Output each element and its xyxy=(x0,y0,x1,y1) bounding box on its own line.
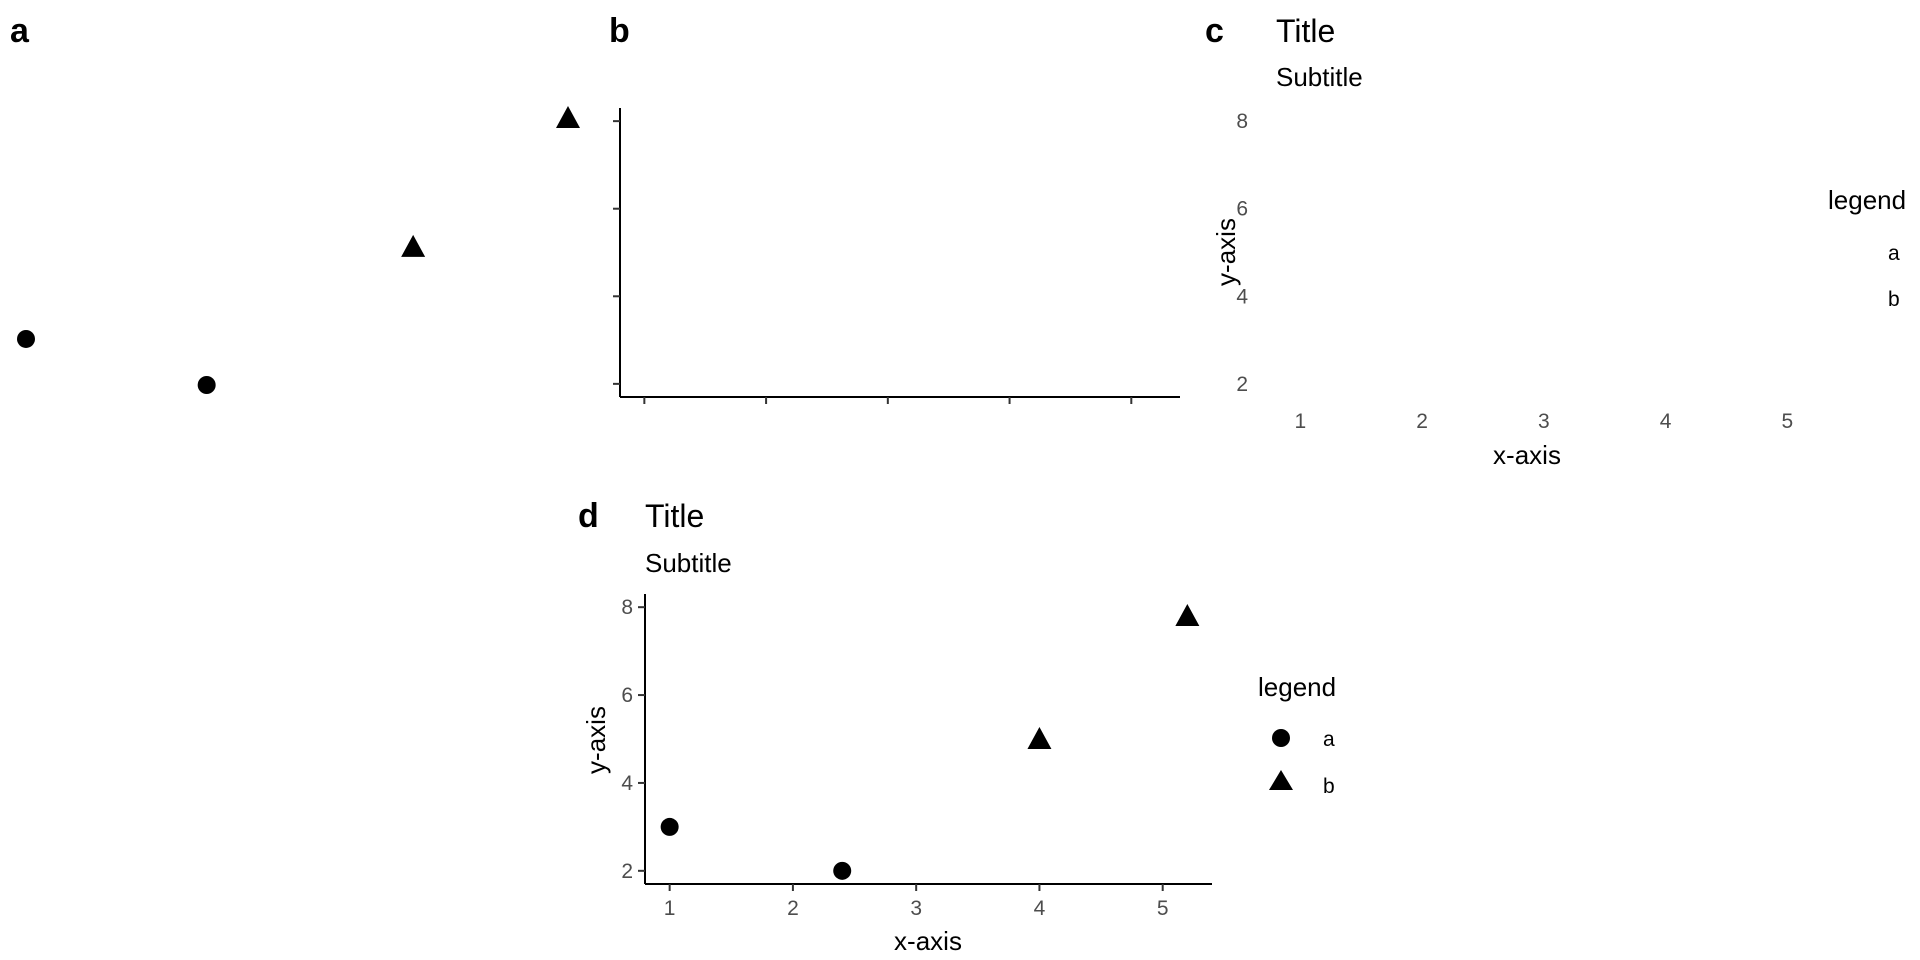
panel-c-y-tick-label: 2 xyxy=(1236,373,1248,396)
panel-tag-a: a xyxy=(10,12,30,50)
panel-c-legend-label-a: a xyxy=(1888,242,1900,265)
panel-a-point-a xyxy=(17,329,35,348)
panel-a-point-b xyxy=(556,106,580,128)
panel-d-subtitle: Subtitle xyxy=(645,548,732,578)
panel-c-x-tick-label: 2 xyxy=(1416,410,1428,433)
panel-d-x-tick-label: 2 xyxy=(787,897,799,920)
panel-c-plot: Title Subtitle x-axis y-axis legend a b … xyxy=(1211,13,1906,470)
panel-c-y-tick-label: 8 xyxy=(1236,110,1248,133)
panel-c-y-tick-label: 4 xyxy=(1236,285,1248,308)
panel-d-y-tick-label: 8 xyxy=(621,596,633,619)
panel-c-legend-title: legend xyxy=(1828,185,1906,215)
panel-d-x-tick-label: 5 xyxy=(1157,897,1169,920)
panel-d-x-axis-title: x-axis xyxy=(894,926,962,956)
panel-c-x-tick-label: 1 xyxy=(1295,410,1307,433)
panel-c-legend-label-b: b xyxy=(1888,288,1900,311)
panel-d-legend-key-triangle xyxy=(1269,770,1293,790)
panel-c-x-axis-title: x-axis xyxy=(1493,440,1561,470)
panel-c-x-tick-label: 3 xyxy=(1538,410,1550,433)
panel-c-x-tick-label: 5 xyxy=(1781,410,1793,433)
panel-d-plot: Title Subtitle x-axis y-axis legend a b … xyxy=(581,498,1336,956)
panel-d-point-b xyxy=(1027,727,1052,749)
panel-d-legend-label-a: a xyxy=(1323,728,1335,751)
panel-d-x-tick-label: 3 xyxy=(910,897,922,920)
panel-d-legend-key-circle xyxy=(1272,729,1290,747)
panel-d-legend-label-b: b xyxy=(1323,775,1335,798)
panel-c-title: Title xyxy=(1276,13,1335,49)
panel-d-y-tick-label: 6 xyxy=(621,684,633,707)
panel-a-plot xyxy=(17,106,580,394)
panel-d-title: Title xyxy=(645,498,704,534)
panel-c-x-tick-label: 4 xyxy=(1660,410,1672,433)
panel-d-x-tick-label: 1 xyxy=(664,897,676,920)
panel-tag-c: c xyxy=(1205,12,1224,50)
panel-tag-d: d xyxy=(578,497,599,535)
panel-d-point-a xyxy=(833,861,852,880)
panel-d-y-axis-title: y-axis xyxy=(581,706,611,774)
panel-d-y-tick-label: 4 xyxy=(621,772,633,795)
panel-c-y-axis-title: y-axis xyxy=(1211,218,1241,286)
panel-a-point-a xyxy=(197,376,216,394)
panel-d-y-tick-label: 2 xyxy=(621,860,633,883)
panel-c-y-tick-label: 6 xyxy=(1236,198,1248,221)
panel-d-legend-title: legend xyxy=(1258,672,1336,702)
panel-a-point-b xyxy=(401,234,426,257)
panel-c-subtitle: Subtitle xyxy=(1276,62,1363,92)
panel-d-x-tick-label: 4 xyxy=(1034,897,1046,920)
panel-d-point-b xyxy=(1175,603,1200,626)
panel-d-point-a xyxy=(660,817,679,836)
panel-b-plot xyxy=(613,108,1180,404)
panel-tag-b: b xyxy=(609,12,630,50)
